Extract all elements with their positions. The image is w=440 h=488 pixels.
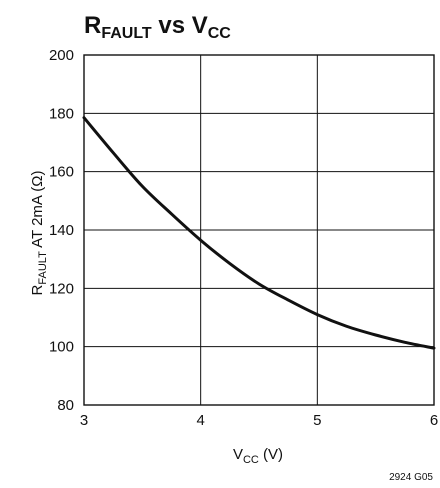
figure-id: 2924 G05 (389, 472, 433, 483)
x-axis-label: VCC (V) (233, 446, 283, 466)
x-tick-label-0: 3 (80, 412, 88, 429)
x-tick-labels: 3 4 5 6 (80, 412, 438, 429)
chart-title-part2-sub: CC (208, 25, 232, 42)
y-tick-label-1: 100 (49, 339, 74, 356)
y-tick-label-5: 180 (49, 105, 74, 122)
y-axis-label-main: R (29, 284, 46, 295)
x-axis-label-rest: (V) (259, 446, 283, 463)
x-axis-label-main: V (233, 446, 243, 463)
y-tick-label-2: 120 (49, 280, 74, 297)
plot-frame (83, 54, 435, 406)
series-line-0 (82, 116, 436, 350)
grid-lines (84, 55, 434, 405)
y-tick-label-6: 200 (49, 47, 74, 64)
y-tick-label-4: 160 (49, 164, 74, 181)
series-layer (82, 116, 436, 350)
x-axis-label-sub: CC (243, 454, 259, 466)
y-axis-label-rest: AT 2mA (Ω) (29, 171, 46, 252)
y-tick-label-3: 140 (49, 222, 74, 239)
chart-title-part1: R (84, 12, 101, 39)
y-axis-label-sub: FAULT (37, 251, 49, 285)
x-tick-label-3: 6 (430, 412, 438, 429)
x-tick-label-2: 5 (313, 412, 321, 429)
chart-title: RFAULT vs VCC (84, 12, 231, 42)
chart-title-part1-sub: FAULT (101, 25, 152, 42)
x-tick-label-1: 4 (196, 412, 204, 429)
y-axis-label: RFAULT AT 2mA (Ω) (29, 171, 49, 296)
y-tick-label-0: 80 (57, 397, 74, 414)
y-tick-labels: 80 100 120 140 160 180 200 (49, 47, 74, 414)
chart-title-part2: vs V (152, 12, 208, 39)
